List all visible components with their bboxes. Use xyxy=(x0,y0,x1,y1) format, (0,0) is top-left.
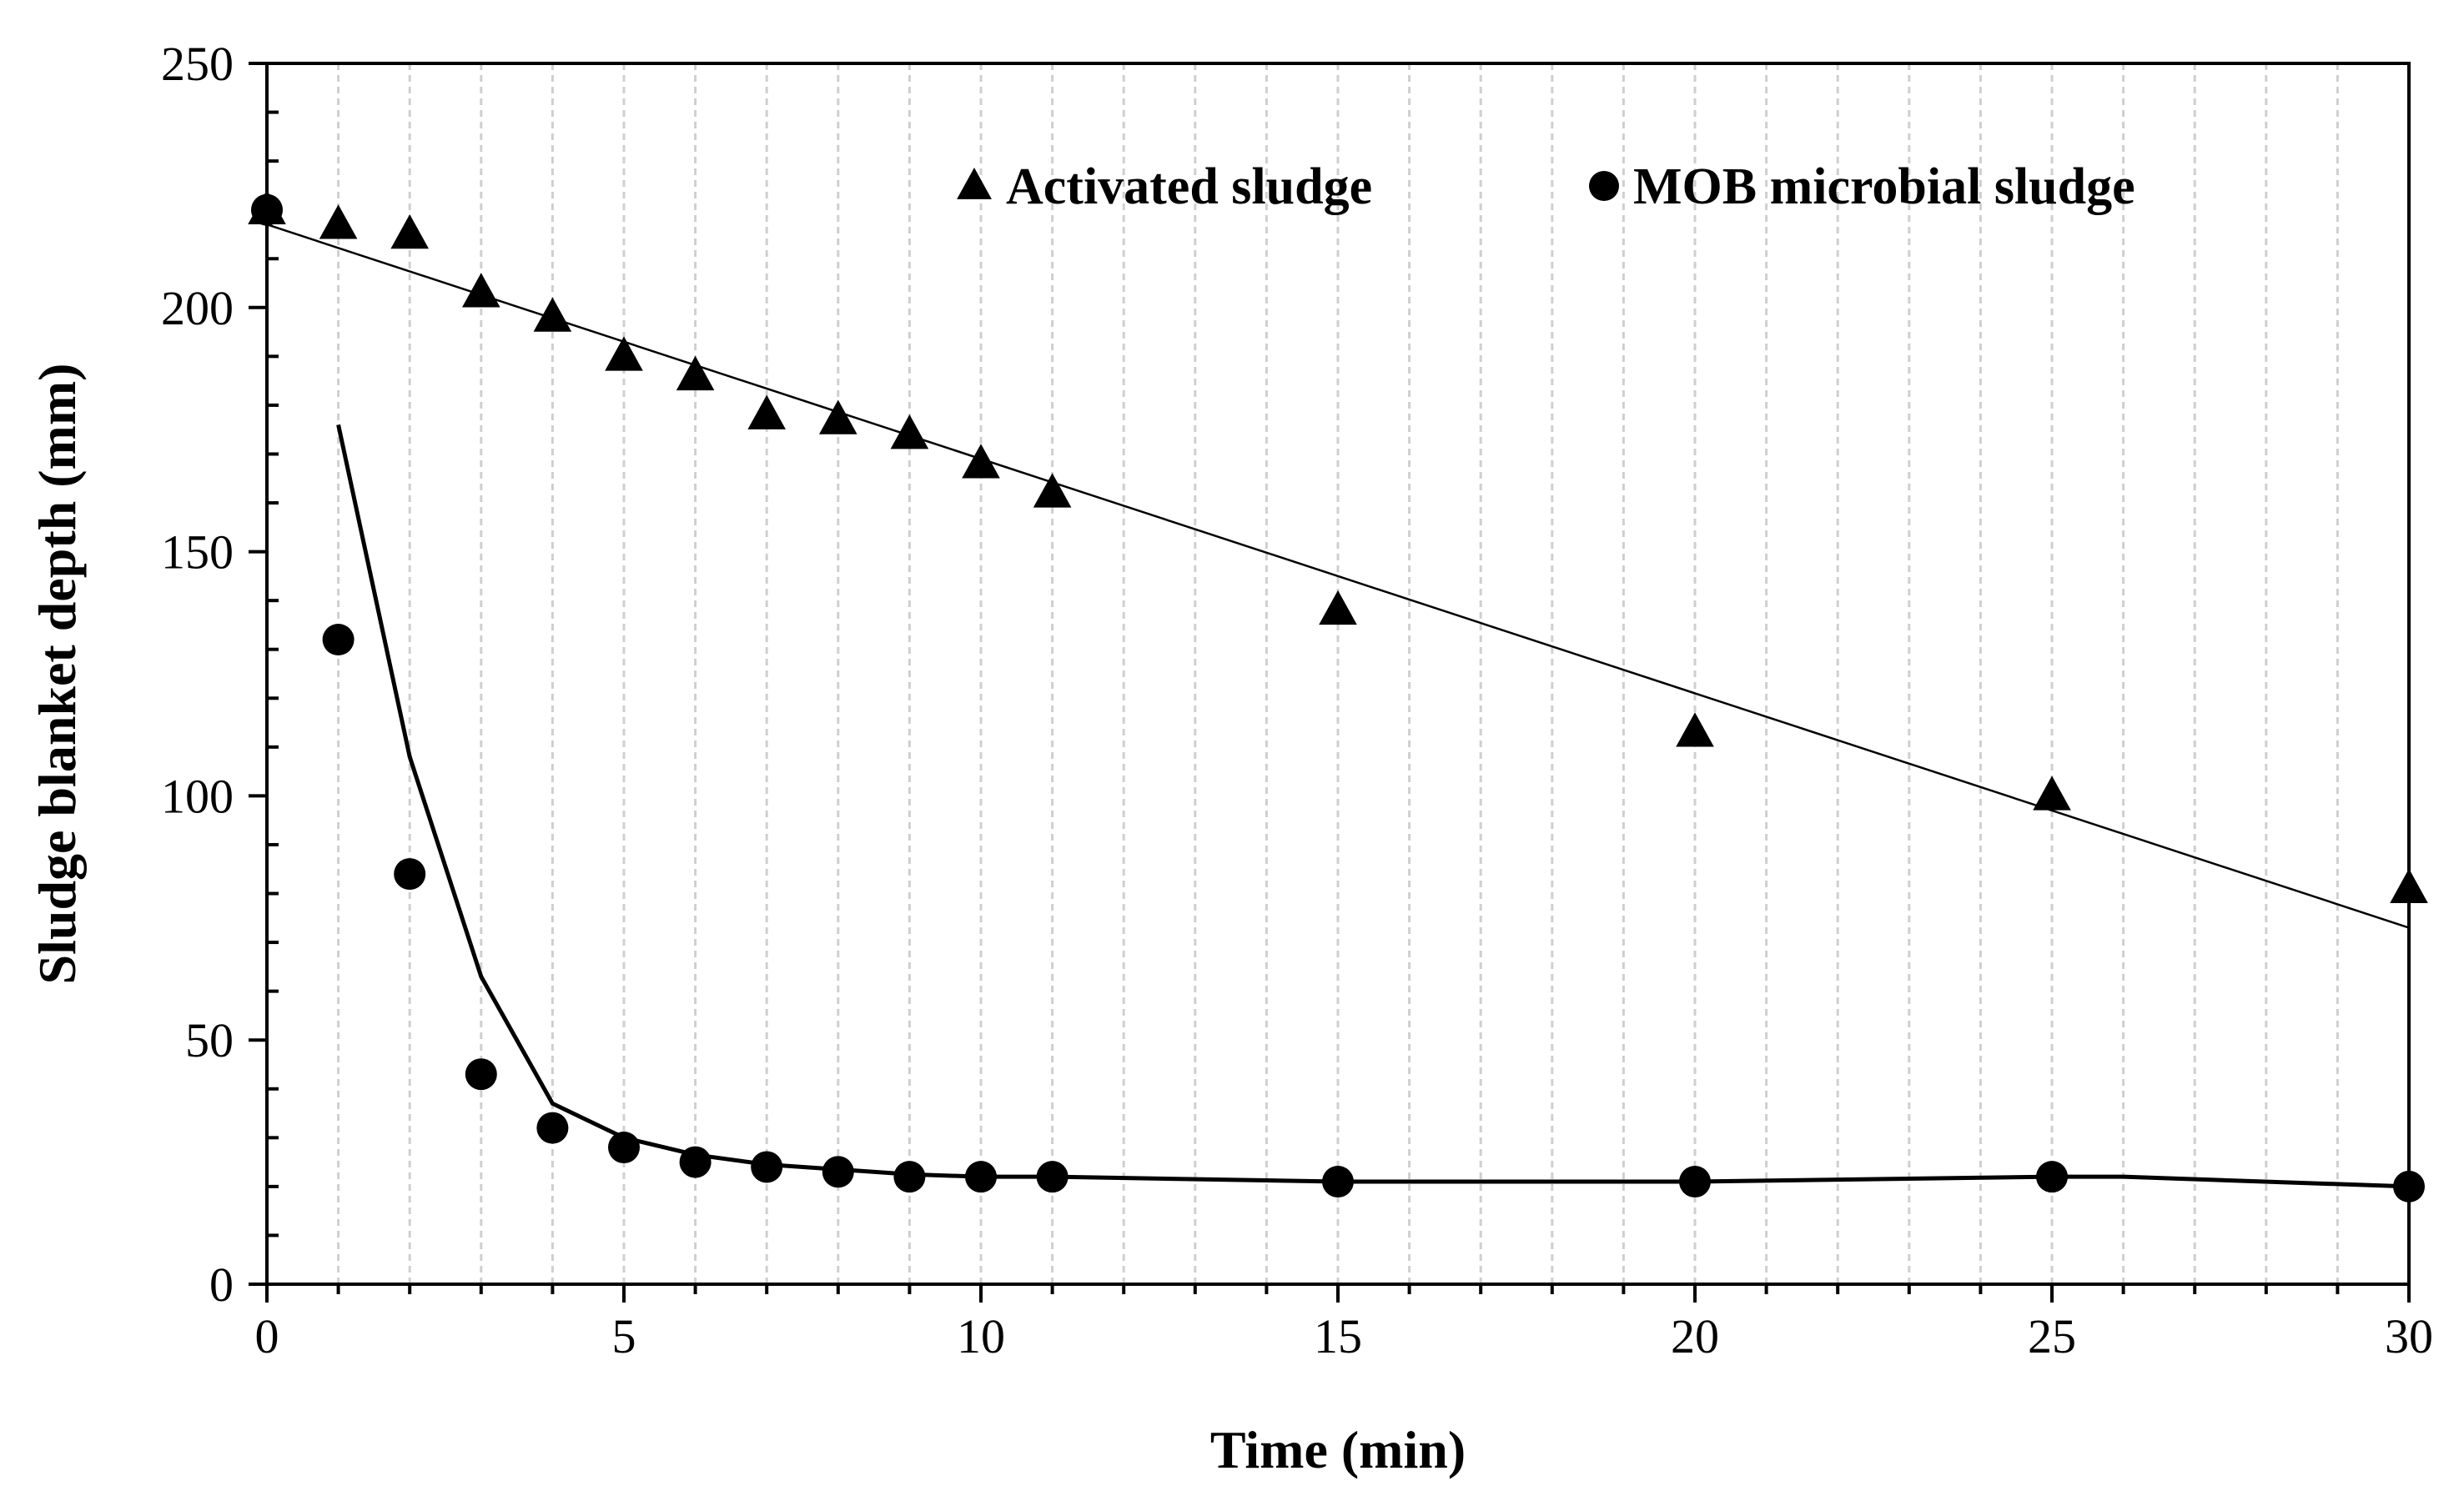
activated-sludge-point xyxy=(1033,473,1072,508)
activated-sludge-point xyxy=(676,355,715,391)
mob-sludge-point xyxy=(822,1156,854,1188)
x-tick-label: 15 xyxy=(1314,1309,1362,1363)
legend-label-activated-sludge: Activated sludge xyxy=(1006,158,1372,215)
mob-sludge-point xyxy=(2393,1170,2425,1202)
y-tick-label: 100 xyxy=(161,769,234,823)
x-tick-label: 20 xyxy=(1671,1309,1719,1363)
activated-sludge-point xyxy=(1319,590,1357,625)
activated-sludge-point xyxy=(533,297,572,332)
legend-marker-triangle xyxy=(957,168,992,199)
activated-sludge-point xyxy=(390,213,429,249)
activated-sludge-point xyxy=(462,273,500,308)
data-markers xyxy=(248,189,2428,1202)
mob-sludge-point xyxy=(679,1146,712,1178)
mob-sludge-point xyxy=(751,1151,783,1183)
activated-sludge-point xyxy=(890,414,929,449)
mob-sludge-point xyxy=(1679,1166,1711,1198)
y-tick-label: 50 xyxy=(185,1013,234,1067)
activated-sludge-point xyxy=(319,204,358,239)
x-axis-title: Time (min) xyxy=(1210,1420,1466,1479)
y-tick-label: 250 xyxy=(161,37,234,91)
activated-sludge-point xyxy=(2033,776,2071,811)
y-tick-label: 200 xyxy=(161,281,234,335)
mob-sludge-point xyxy=(394,858,426,891)
mob-sludge-point xyxy=(1036,1161,1069,1193)
x-tick-label: 10 xyxy=(957,1309,1005,1363)
mob-sludge-fit-line xyxy=(336,424,2410,1189)
legend: Activated sludge MOB microbial sludge xyxy=(957,158,2135,215)
y-tick-label: 150 xyxy=(161,525,234,580)
activated-sludge-point xyxy=(819,399,857,434)
y-axis-title: Sludge blanket depth (mm) xyxy=(28,364,87,985)
mob-sludge-point xyxy=(536,1112,569,1144)
axis-ticks: 0 5 10 15 20 25 30 0 50 100 150 200 250 xyxy=(161,37,2433,1363)
vertical-gridlines xyxy=(337,63,2339,1284)
x-tick-label: 5 xyxy=(612,1309,636,1363)
mob-sludge-point xyxy=(1322,1166,1354,1198)
x-tick-label: 30 xyxy=(2385,1309,2433,1363)
x-tick-label: 0 xyxy=(255,1309,279,1363)
mob-sludge-point xyxy=(322,624,355,656)
legend-label-mob-microbial-sludge: MOB microbial sludge xyxy=(1633,158,2135,215)
mob-sludge-point xyxy=(2036,1161,2068,1193)
activated-sludge-point xyxy=(1676,712,1714,747)
x-tick-label: 25 xyxy=(2028,1309,2076,1363)
activated-sludge-point xyxy=(2390,868,2428,903)
activated-sludge-point xyxy=(605,336,643,371)
y-tick-label: 0 xyxy=(209,1258,234,1312)
mob-sludge-point xyxy=(893,1161,926,1193)
activated-sludge-point xyxy=(747,394,786,429)
mob-sludge-point xyxy=(465,1058,497,1091)
activated-sludge-point xyxy=(962,444,1000,479)
mob-sludge-point xyxy=(965,1161,997,1193)
mob-sludge-point xyxy=(608,1132,640,1164)
mob-sludge-point xyxy=(251,193,283,226)
legend-marker-circle xyxy=(1589,171,1619,201)
